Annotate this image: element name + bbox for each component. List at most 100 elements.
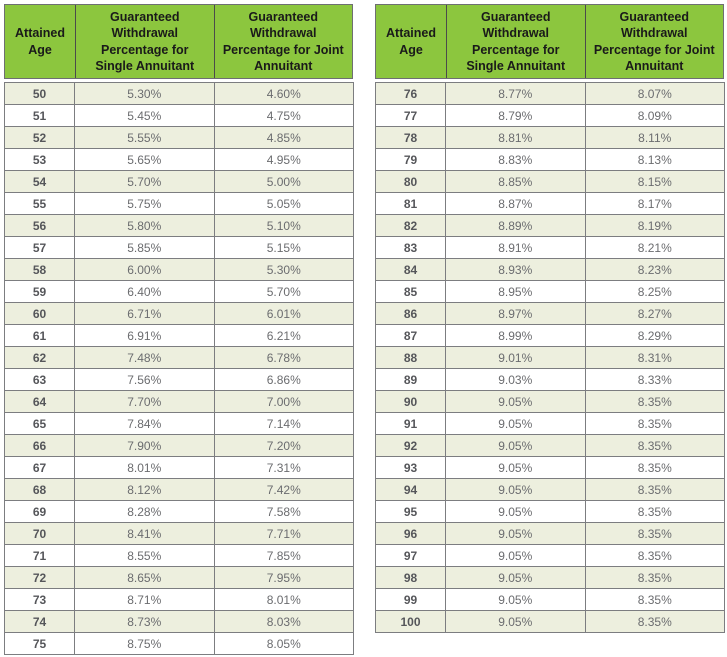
- single-annuitant-cell: 7.48%: [74, 346, 215, 369]
- table-row: 79 8.83% 8.13%: [375, 148, 725, 171]
- attained-age-cell: 64: [4, 390, 75, 413]
- single-annuitant-cell: 9.05%: [445, 456, 586, 479]
- attained-age-cell: 56: [4, 214, 75, 237]
- joint-annuitant-cell: 5.70%: [213, 280, 354, 303]
- single-annuitant-cell: 8.55%: [74, 544, 215, 567]
- table-row: 81 8.87% 8.17%: [375, 192, 725, 215]
- joint-annuitant-cell: 6.86%: [213, 368, 354, 391]
- attained-age-cell: 84: [375, 258, 446, 281]
- single-annuitant-cell: 8.95%: [445, 280, 586, 303]
- single-annuitant-cell: 8.12%: [74, 478, 215, 501]
- table-row: 62 7.48% 6.78%: [4, 346, 354, 369]
- column-header-attained-age: Attained Age: [386, 26, 436, 57]
- joint-annuitant-cell: 4.60%: [213, 82, 354, 105]
- joint-annuitant-cell: 8.35%: [584, 544, 725, 567]
- joint-annuitant-cell: 8.23%: [584, 258, 725, 281]
- table-row: 92 9.05% 8.35%: [375, 434, 725, 457]
- attained-age-cell: 86: [375, 302, 446, 325]
- single-annuitant-cell: 9.05%: [445, 588, 586, 611]
- joint-annuitant-cell: 8.13%: [584, 148, 725, 171]
- joint-annuitant-cell: 6.01%: [213, 302, 354, 325]
- single-annuitant-cell: 6.71%: [74, 302, 215, 325]
- joint-annuitant-cell: 8.35%: [584, 478, 725, 501]
- single-annuitant-cell: 8.79%: [445, 104, 586, 127]
- joint-annuitant-cell: 8.35%: [584, 434, 725, 457]
- attained-age-cell: 85: [375, 280, 446, 303]
- single-annuitant-cell: 9.05%: [445, 610, 586, 633]
- table-body: 50 5.30% 4.60% 51 5.45% 4.75% 52 5.55% 4.85% 53 5.…: [4, 82, 354, 655]
- table-row: 88 9.01% 8.31%: [375, 346, 725, 369]
- attained-age-cell: 60: [4, 302, 75, 325]
- table-row: 72 8.65% 7.95%: [4, 566, 354, 589]
- table-row: 89 9.03% 8.33%: [375, 368, 725, 391]
- joint-annuitant-cell: 7.14%: [213, 412, 354, 435]
- table-header-row: Attained Age Guaranteed Withdrawal Perce…: [375, 4, 724, 79]
- table-row: 94 9.05% 8.35%: [375, 478, 725, 501]
- joint-annuitant-cell: 8.35%: [584, 588, 725, 611]
- joint-annuitant-cell: 8.19%: [584, 214, 725, 237]
- single-annuitant-cell: 9.05%: [445, 390, 586, 413]
- table-row: 61 6.91% 6.21%: [4, 324, 354, 347]
- single-annuitant-cell: 8.41%: [74, 522, 215, 545]
- attained-age-cell: 81: [375, 192, 446, 215]
- attained-age-cell: 68: [4, 478, 75, 501]
- joint-annuitant-cell: 7.42%: [213, 478, 354, 501]
- joint-annuitant-cell: 8.05%: [213, 632, 354, 655]
- table-body: 76 8.77% 8.07% 77 8.79% 8.09% 78 8.81% 8.11% 79 8.…: [375, 82, 725, 633]
- table-row: 51 5.45% 4.75%: [4, 104, 354, 127]
- attained-age-cell: 94: [375, 478, 446, 501]
- single-annuitant-cell: 7.84%: [74, 412, 215, 435]
- joint-annuitant-cell: 4.75%: [213, 104, 354, 127]
- table-row: 83 8.91% 8.21%: [375, 236, 725, 259]
- attained-age-cell: 79: [375, 148, 446, 171]
- table-row: 74 8.73% 8.03%: [4, 610, 354, 633]
- joint-annuitant-cell: 5.00%: [213, 170, 354, 193]
- attained-age-cell: 70: [4, 522, 75, 545]
- attained-age-cell: 65: [4, 412, 75, 435]
- single-annuitant-cell: 8.97%: [445, 302, 586, 325]
- joint-annuitant-cell: 8.01%: [213, 588, 354, 611]
- single-annuitant-cell: 8.91%: [445, 236, 586, 259]
- table-row: 95 9.05% 8.35%: [375, 500, 725, 523]
- table-row: 56 5.80% 5.10%: [4, 214, 354, 237]
- table-row: 68 8.12% 7.42%: [4, 478, 354, 501]
- joint-annuitant-cell: 8.27%: [584, 302, 725, 325]
- joint-annuitant-cell: 8.35%: [584, 412, 725, 435]
- single-annuitant-cell: 7.90%: [74, 434, 215, 457]
- single-annuitant-cell: 8.71%: [74, 588, 215, 611]
- single-annuitant-cell: 6.40%: [74, 280, 215, 303]
- single-annuitant-cell: 8.01%: [74, 456, 215, 479]
- rate-table-body: 76 8.77% 8.07% 77 8.79% 8.09% 78 8.81% 8.11% 79 8.…: [375, 82, 725, 633]
- attained-age-cell: 90: [375, 390, 446, 413]
- single-annuitant-cell: 5.45%: [74, 104, 215, 127]
- joint-annuitant-cell: 7.71%: [213, 522, 354, 545]
- single-annuitant-cell: 5.55%: [74, 126, 215, 149]
- column-header-attained-age: Attained Age: [15, 26, 65, 57]
- single-annuitant-cell: 9.05%: [445, 412, 586, 435]
- attained-age-cell: 100: [375, 610, 446, 633]
- table-row: 90 9.05% 8.35%: [375, 390, 725, 413]
- joint-annuitant-cell: 6.78%: [213, 346, 354, 369]
- single-annuitant-cell: 8.65%: [74, 566, 215, 589]
- rate-table-ages-76-100: Attained Age Guaranteed Withdrawal Perce…: [375, 4, 725, 633]
- single-annuitant-cell: 9.03%: [445, 368, 586, 391]
- table-row: 69 8.28% 7.58%: [4, 500, 354, 523]
- joint-annuitant-cell: 6.21%: [213, 324, 354, 347]
- joint-annuitant-cell: 7.95%: [213, 566, 354, 589]
- attained-age-cell: 53: [4, 148, 75, 171]
- attained-age-cell: 71: [4, 544, 75, 567]
- joint-annuitant-cell: 7.85%: [213, 544, 354, 567]
- joint-annuitant-cell: 8.35%: [584, 610, 725, 633]
- column-header-single-annuitant: Guaranteed Withdrawal Percentage for Sin…: [75, 5, 214, 78]
- single-annuitant-cell: 9.01%: [445, 346, 586, 369]
- single-annuitant-cell: 8.93%: [445, 258, 586, 281]
- joint-annuitant-cell: 7.00%: [213, 390, 354, 413]
- joint-annuitant-cell: 8.31%: [584, 346, 725, 369]
- attained-age-cell: 75: [4, 632, 75, 655]
- single-annuitant-cell: 5.75%: [74, 192, 215, 215]
- table-row: 52 5.55% 4.85%: [4, 126, 354, 149]
- table-row: 53 5.65% 4.95%: [4, 148, 354, 171]
- joint-annuitant-cell: 8.35%: [584, 566, 725, 589]
- single-annuitant-cell: 5.70%: [74, 170, 215, 193]
